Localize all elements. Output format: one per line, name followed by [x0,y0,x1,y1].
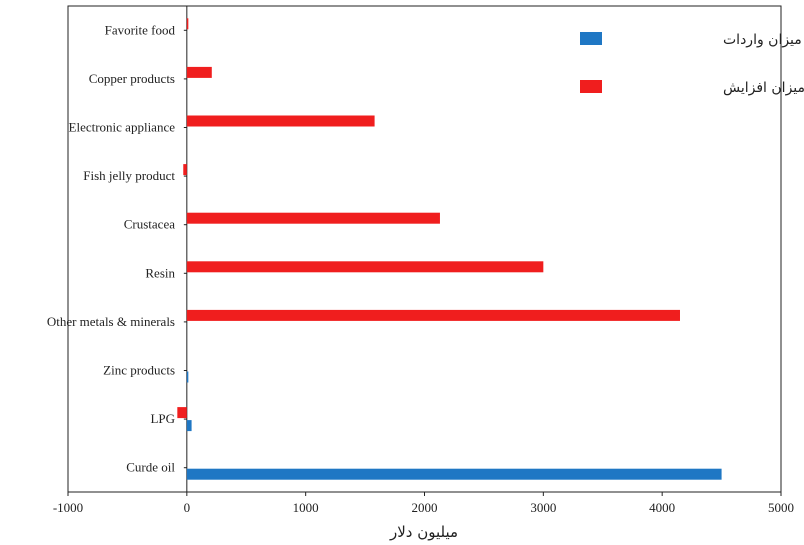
bar-imports [186,420,192,432]
bar-increase [186,66,212,78]
bar-imports [186,468,722,480]
category-label: Zinc products [103,363,175,378]
x-tick-label: 3000 [530,500,556,515]
bar-increase [177,407,187,419]
legend-label: میزان واردات [723,32,802,48]
legend-label: میزان افزایش [723,80,804,96]
legend-swatch [580,80,602,93]
bar-increase [186,18,189,30]
bar-increase [186,309,680,321]
x-tick-label: 1000 [293,500,319,515]
category-label: Copper products [89,71,175,86]
x-tick-label: 0 [184,500,191,515]
x-tick-label: 5000 [768,500,794,515]
bar-increase [186,115,375,127]
bar-increase [186,261,544,273]
bar-increase [186,212,440,224]
x-tick-label: 4000 [649,500,675,515]
category-label: Resin [145,265,175,280]
category-label: Favorite food [105,22,176,37]
category-label: Crustacea [124,217,175,232]
category-label: Other metals & minerals [47,314,175,329]
legend-swatch [580,32,602,45]
x-tick-label: 2000 [412,500,438,515]
category-label: LPG [150,411,175,426]
x-tick-label: -1000 [53,500,83,515]
bar-increase [183,164,187,176]
x-axis-title: میلیون دلار [389,523,458,541]
bar-imports [186,371,189,383]
category-label: Fish jelly product [83,168,175,183]
category-label: Curde oil [126,460,175,475]
category-label: Electronic appliance [69,120,176,135]
